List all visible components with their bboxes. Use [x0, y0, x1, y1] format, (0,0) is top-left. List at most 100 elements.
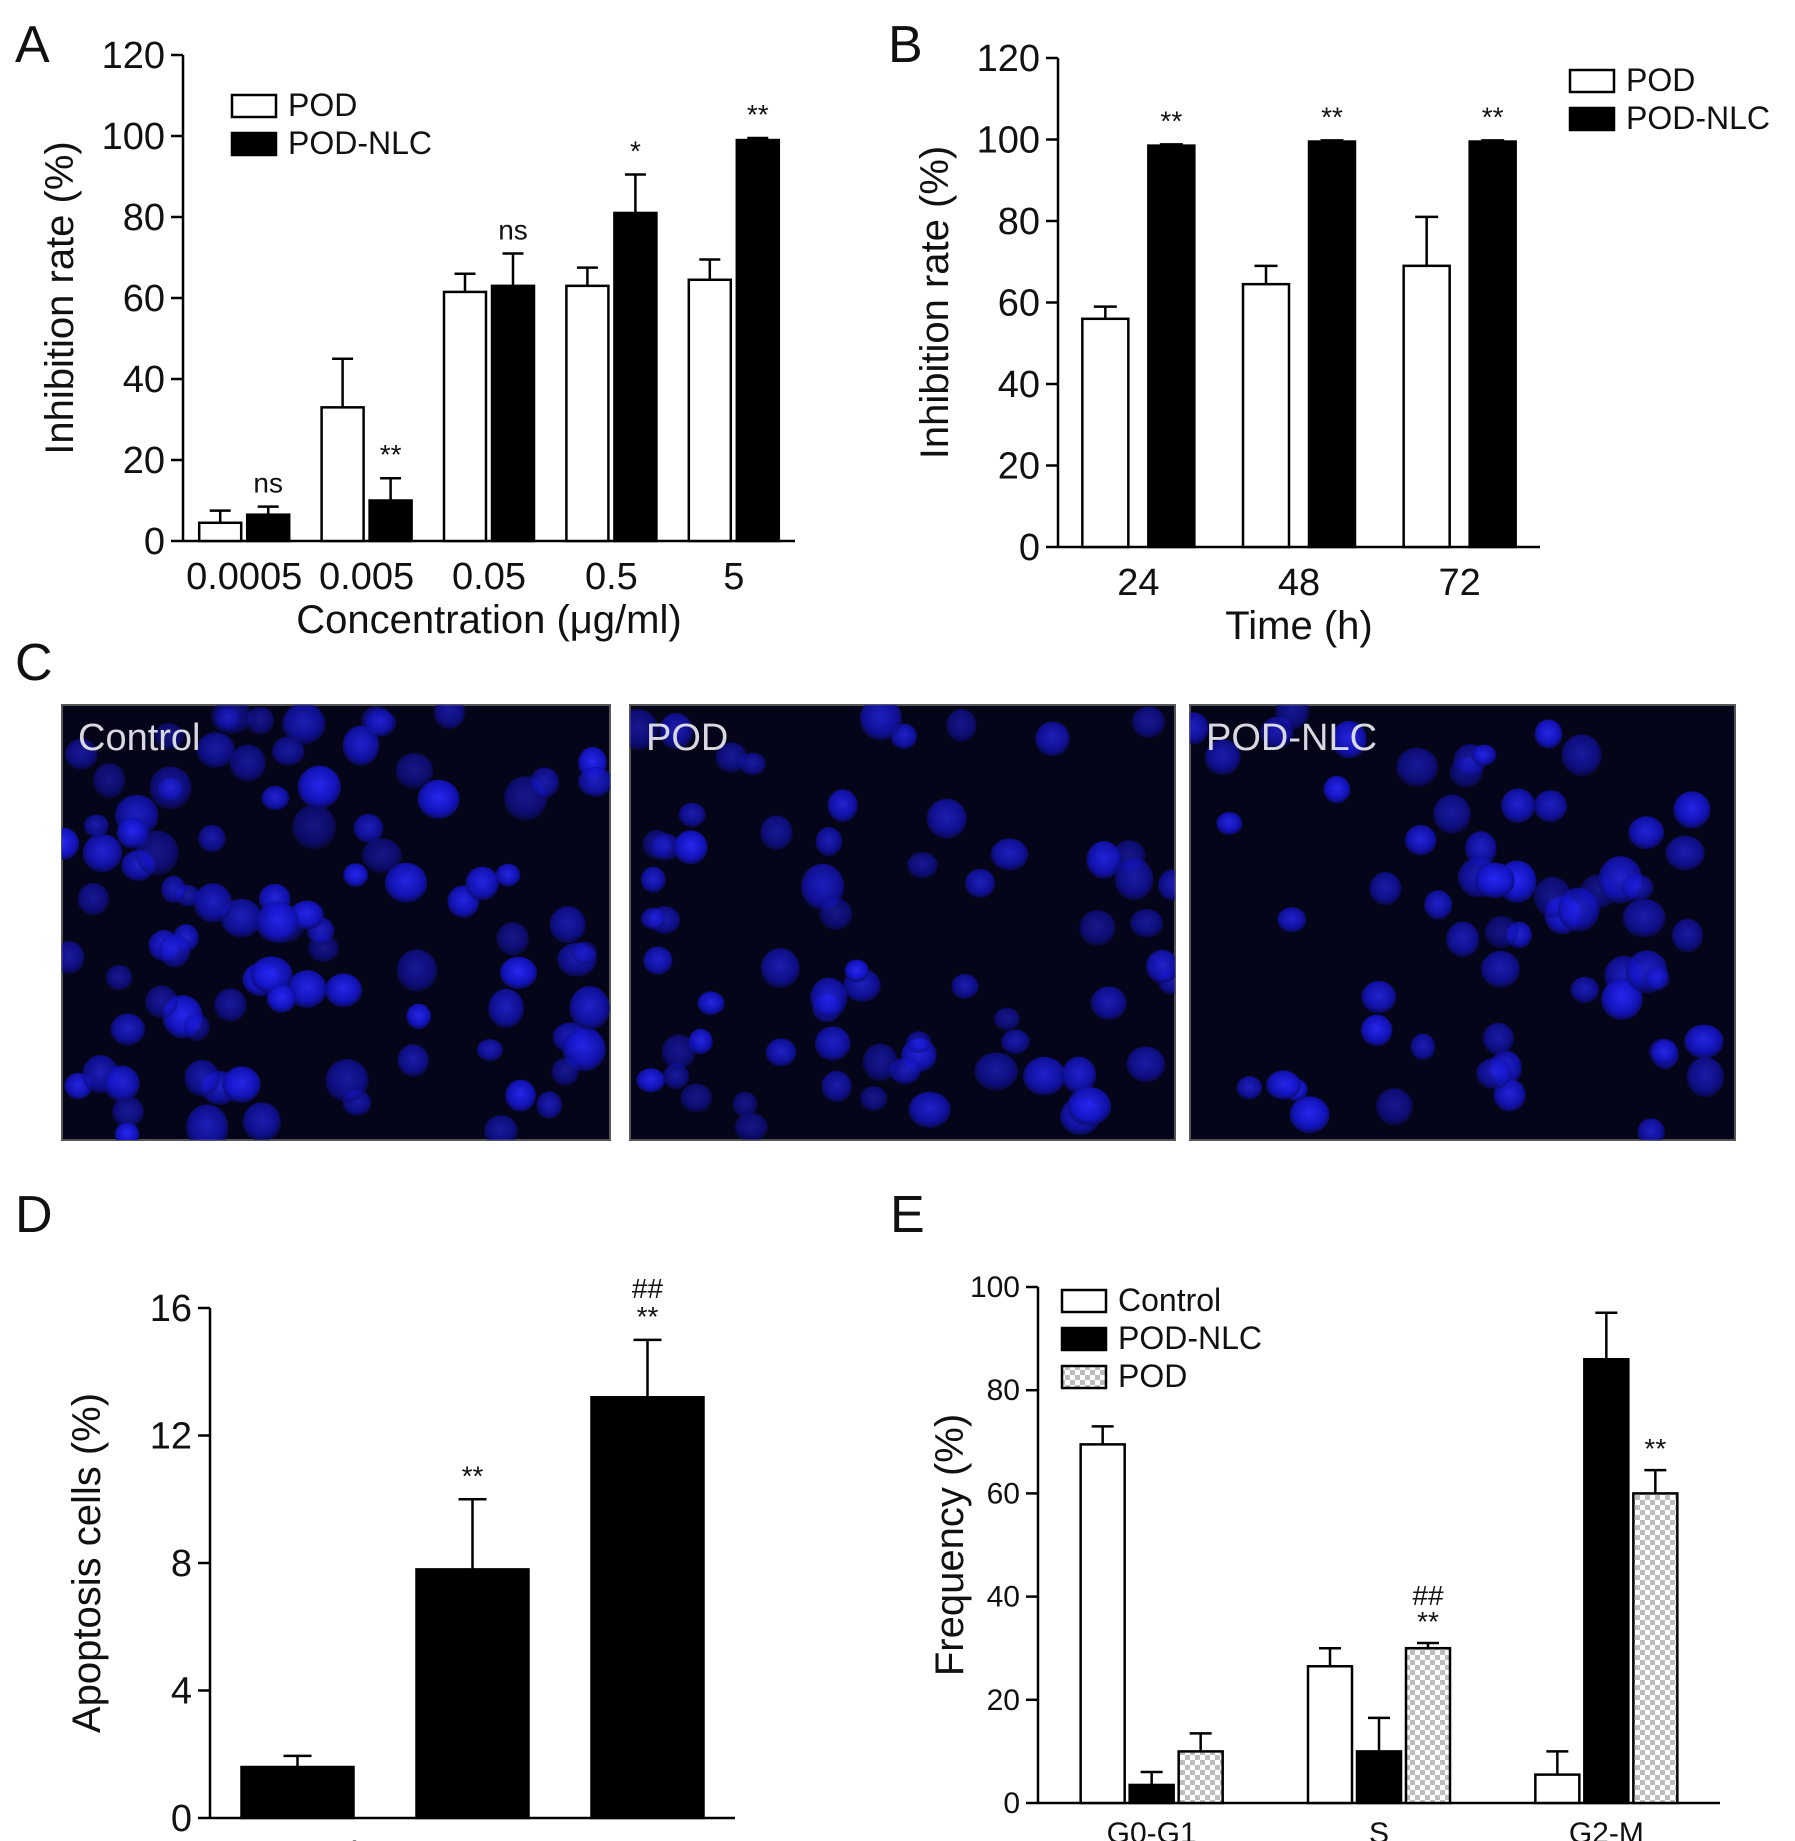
bar-pod-0.0005: [197, 521, 243, 543]
cell-nucleus: [862, 1043, 898, 1082]
y-tick-label: 8: [171, 1543, 192, 1585]
cell-nucleus: [1621, 874, 1654, 902]
cell-nucleus: [1501, 788, 1536, 824]
cell-nucleus: [1146, 949, 1175, 984]
cell-nucleus: [994, 1007, 1020, 1031]
cell-nucleus: [255, 901, 300, 943]
cell-nucleus: [827, 789, 858, 822]
cell-nucleus: [859, 705, 902, 741]
y-tick-label: 60: [123, 278, 165, 320]
cell-nucleus: [1086, 840, 1122, 879]
legend-label: Control: [1118, 1282, 1221, 1318]
cell-nucleus: [1433, 794, 1471, 834]
significance-label: **: [1417, 1606, 1439, 1637]
cell-nucleus: [1275, 705, 1310, 730]
y-tick-label: 16: [150, 1288, 192, 1330]
cell-nucleus: [1481, 950, 1520, 988]
cell-nucleus: [673, 830, 708, 865]
cell-nucleus: [661, 1034, 696, 1070]
bar-control-G2-M: [1534, 1773, 1581, 1805]
cell-nucleus: [1035, 721, 1070, 757]
cell-nucleus: [135, 830, 179, 876]
y-tick-label: 0: [1019, 527, 1040, 569]
cell-nucleus: [1474, 862, 1515, 899]
y-tick-label: 80: [998, 201, 1040, 243]
cell-nucleus: [353, 813, 384, 843]
cell-nucleus: [93, 763, 126, 799]
cell-nucleus: [495, 863, 521, 887]
cell-nucleus: [292, 804, 336, 850]
cell-nucleus: [364, 709, 397, 737]
legend-swatch-control: [1060, 1288, 1108, 1314]
legend-label: POD-NLC: [1626, 100, 1770, 136]
cell-nucleus: [64, 738, 98, 770]
bar-pod-nlc-0.0005: [245, 513, 291, 543]
cell-nucleus: [198, 824, 226, 853]
cell-nucleus: [250, 956, 293, 994]
cell-nucleus: [105, 964, 133, 991]
cell-nucleus: [844, 959, 869, 982]
cell-nucleus: [1236, 1076, 1263, 1100]
micrograph-label: POD: [646, 717, 728, 759]
cell-nucleus: [810, 977, 848, 1018]
cell-nucleus: [732, 1091, 758, 1118]
cell-nucleus: [1484, 916, 1519, 949]
bar-control-G0-G1: [1079, 1443, 1126, 1805]
cell-nucleus: [1665, 835, 1705, 871]
nuclei-layer: [630, 705, 1175, 1140]
cell-nucleus: [640, 866, 666, 893]
cell-nucleus: [1424, 890, 1453, 920]
cell-nucleus: [1637, 1118, 1665, 1140]
cell-nucleus: [361, 838, 402, 874]
legend-label: POD: [1626, 62, 1695, 98]
cell-nucleus: [680, 1083, 712, 1113]
cell-nucleus: [154, 723, 184, 750]
x-tick-label: 48: [1278, 562, 1320, 604]
micrograph-label: Control: [78, 717, 201, 759]
legend-label: POD: [1118, 1358, 1187, 1394]
y-tick-label: 100: [970, 1271, 1020, 1304]
cell-nucleus: [242, 1102, 281, 1140]
cell-nucleus: [229, 744, 266, 782]
chart-panel-b: 0 20 40 60 80 100 120 Inhibition rate (%) Time (…: [913, 38, 1770, 648]
cell-nucleus: [161, 875, 186, 904]
legend-swatch-pod-nlc: [1568, 106, 1616, 132]
y-tick-label: 40: [123, 359, 165, 401]
cell-nucleus: [342, 725, 380, 766]
panel-letter-e: E: [890, 1186, 925, 1244]
chart-panel-d: 0 4 8 12 16 Apoptosis cells (%) Control POD ** PO…: [65, 1273, 735, 1841]
bar-pod: [415, 1568, 530, 1820]
y-tick-label: 120: [977, 38, 1040, 80]
x-tick-label: G2-M: [1569, 1817, 1644, 1841]
cell-nucleus: [488, 988, 524, 1028]
cell-nucleus: [907, 852, 938, 879]
bar-pod-G0-G1: [1177, 1750, 1224, 1805]
cell-nucleus: [62, 827, 80, 860]
cell-nucleus: [630, 709, 659, 751]
bar-pod-nlc-0.005: [368, 499, 413, 543]
cell-nucleus: [926, 798, 967, 839]
cell-nucleus: [1331, 720, 1367, 759]
cell-nucleus: [1561, 734, 1602, 777]
cell-nucleus: [114, 1122, 140, 1140]
cell-nucleus: [530, 767, 560, 799]
cell-nucleus: [476, 1039, 503, 1062]
cell-nucleus: [643, 946, 673, 975]
cell-nucleus: [906, 1031, 932, 1053]
y-tick-label: 0: [1003, 1787, 1020, 1820]
bar-pod-nlc-24: [1147, 144, 1196, 549]
cell-nucleus: [1645, 966, 1670, 991]
cell-nucleus: [965, 868, 996, 898]
cell-nucleus: [1396, 747, 1439, 787]
y-tick-label: 80: [987, 1374, 1020, 1407]
bar-pod-5: [687, 278, 733, 543]
bar-pod-nlc-0.5: [613, 211, 658, 543]
nuclei-layer: [1190, 705, 1724, 1140]
cell-nucleus: [83, 814, 109, 838]
cell-nucleus: [82, 833, 123, 873]
cell-nucleus: [158, 934, 191, 968]
cell-nucleus: [578, 766, 610, 797]
y-tick-label: 20: [987, 1684, 1020, 1717]
